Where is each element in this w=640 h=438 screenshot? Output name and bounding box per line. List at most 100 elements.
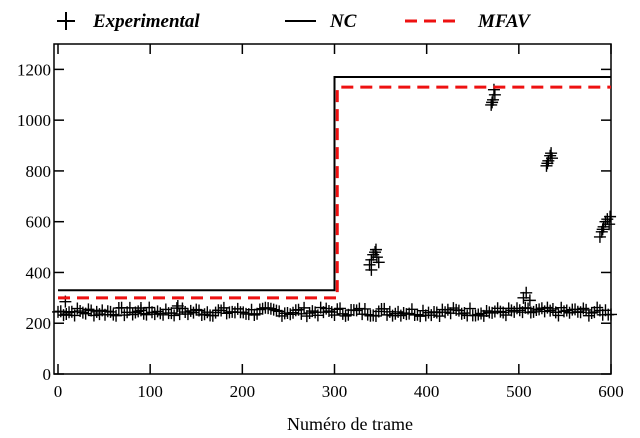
point-experimental bbox=[563, 306, 576, 319]
point-experimental bbox=[209, 306, 222, 319]
point-experimental bbox=[168, 309, 181, 322]
tick-labels: 0 100 200 300 400 500 600 0 200 400 600 800 1000 1200 bbox=[17, 60, 624, 401]
point-experimental bbox=[165, 307, 178, 320]
point-experimental bbox=[544, 149, 557, 162]
y-tick-label: 600 bbox=[26, 213, 52, 232]
point-experimental bbox=[198, 308, 211, 321]
series-layer bbox=[52, 76, 617, 323]
point-experimental bbox=[215, 304, 228, 317]
x-axis-label: Numéro de trame bbox=[287, 414, 413, 434]
point-experimental bbox=[107, 308, 120, 321]
point-experimental bbox=[90, 305, 103, 318]
y-tick-label: 1000 bbox=[17, 111, 51, 130]
y-tick-label: 0 bbox=[43, 365, 52, 384]
point-experimental bbox=[577, 302, 590, 315]
point-experimental bbox=[372, 256, 385, 269]
point-experimental bbox=[369, 243, 382, 256]
x-tick-label: 500 bbox=[506, 382, 532, 401]
point-experimental bbox=[132, 305, 145, 318]
legend-label-mfav: MFAV bbox=[477, 11, 531, 32]
point-experimental bbox=[425, 309, 438, 322]
point-experimental bbox=[546, 302, 559, 315]
point-experimental bbox=[358, 302, 371, 315]
point-experimental bbox=[452, 304, 465, 317]
point-experimental bbox=[520, 286, 533, 299]
point-experimental bbox=[455, 307, 468, 320]
point-experimental bbox=[487, 93, 500, 106]
point-experimental bbox=[237, 306, 250, 319]
point-experimental bbox=[264, 302, 277, 315]
point-experimental bbox=[57, 309, 70, 322]
point-experimental bbox=[591, 301, 604, 314]
point-experimental bbox=[487, 83, 500, 96]
point-experimental bbox=[513, 304, 526, 317]
point-experimental bbox=[533, 303, 546, 316]
point-experimental bbox=[85, 304, 98, 317]
point-experimental bbox=[253, 303, 266, 316]
point-experimental bbox=[527, 305, 540, 318]
point-experimental bbox=[595, 225, 608, 238]
point-experimental bbox=[541, 157, 554, 170]
plot-frame bbox=[53, 43, 612, 375]
axis-ticks bbox=[54, 44, 612, 375]
point-experimental bbox=[295, 307, 308, 320]
legend-label-nc: NC bbox=[329, 11, 357, 32]
point-experimental bbox=[378, 302, 391, 315]
point-experimental bbox=[339, 309, 352, 322]
point-experimental bbox=[372, 305, 385, 318]
series-mfav-line bbox=[58, 85, 611, 300]
point-experimental bbox=[365, 263, 378, 276]
series-experimental bbox=[52, 83, 617, 323]
point-experimental bbox=[300, 310, 313, 323]
point-experimental bbox=[475, 307, 488, 320]
point-experimental bbox=[557, 305, 570, 318]
y-tick-label: 400 bbox=[26, 263, 52, 282]
point-experimental bbox=[248, 308, 261, 321]
point-experimental bbox=[363, 258, 376, 271]
point-experimental bbox=[206, 309, 219, 322]
point-experimental bbox=[580, 303, 593, 316]
point-experimental bbox=[365, 253, 378, 266]
point-experimental bbox=[517, 291, 530, 304]
point-experimental bbox=[325, 306, 338, 319]
point-experimental bbox=[336, 307, 349, 320]
point-experimental bbox=[472, 308, 485, 321]
point-experimental bbox=[287, 306, 300, 319]
legend-item-experimental: Experimental bbox=[57, 11, 200, 32]
point-experimental bbox=[361, 308, 374, 321]
point-experimental bbox=[231, 302, 244, 315]
point-experimental bbox=[298, 301, 311, 314]
point-experimental bbox=[220, 307, 233, 320]
point-experimental bbox=[414, 310, 427, 323]
point-experimental bbox=[181, 308, 194, 321]
legend-item-mfav: MFAV bbox=[405, 11, 531, 32]
x-tick-label: 300 bbox=[322, 382, 348, 401]
point-experimental bbox=[593, 230, 606, 243]
point-experimental bbox=[596, 223, 609, 236]
point-experimental bbox=[524, 306, 537, 319]
x-tick-label: 0 bbox=[54, 382, 63, 401]
point-experimental bbox=[444, 307, 457, 320]
point-experimental bbox=[76, 306, 89, 319]
x-tick-label: 600 bbox=[598, 382, 624, 401]
point-experimental bbox=[126, 308, 139, 321]
point-experimental bbox=[569, 303, 582, 316]
point-experimental bbox=[541, 301, 554, 314]
point-experimental bbox=[405, 303, 418, 316]
point-experimental bbox=[544, 304, 557, 317]
point-experimental bbox=[267, 303, 280, 316]
point-experimental bbox=[370, 251, 383, 264]
point-experimental bbox=[303, 307, 316, 320]
point-experimental bbox=[270, 304, 283, 317]
x-tick-label: 400 bbox=[414, 382, 440, 401]
point-experimental bbox=[485, 98, 498, 111]
point-experimental bbox=[463, 302, 476, 315]
point-experimental bbox=[134, 302, 147, 314]
point-experimental bbox=[597, 220, 610, 233]
point-experimental bbox=[394, 309, 407, 322]
point-experimental bbox=[601, 213, 614, 226]
series-nc-line bbox=[58, 76, 611, 292]
point-experimental bbox=[369, 246, 382, 259]
legend-label-experimental: Experimental bbox=[92, 11, 200, 32]
